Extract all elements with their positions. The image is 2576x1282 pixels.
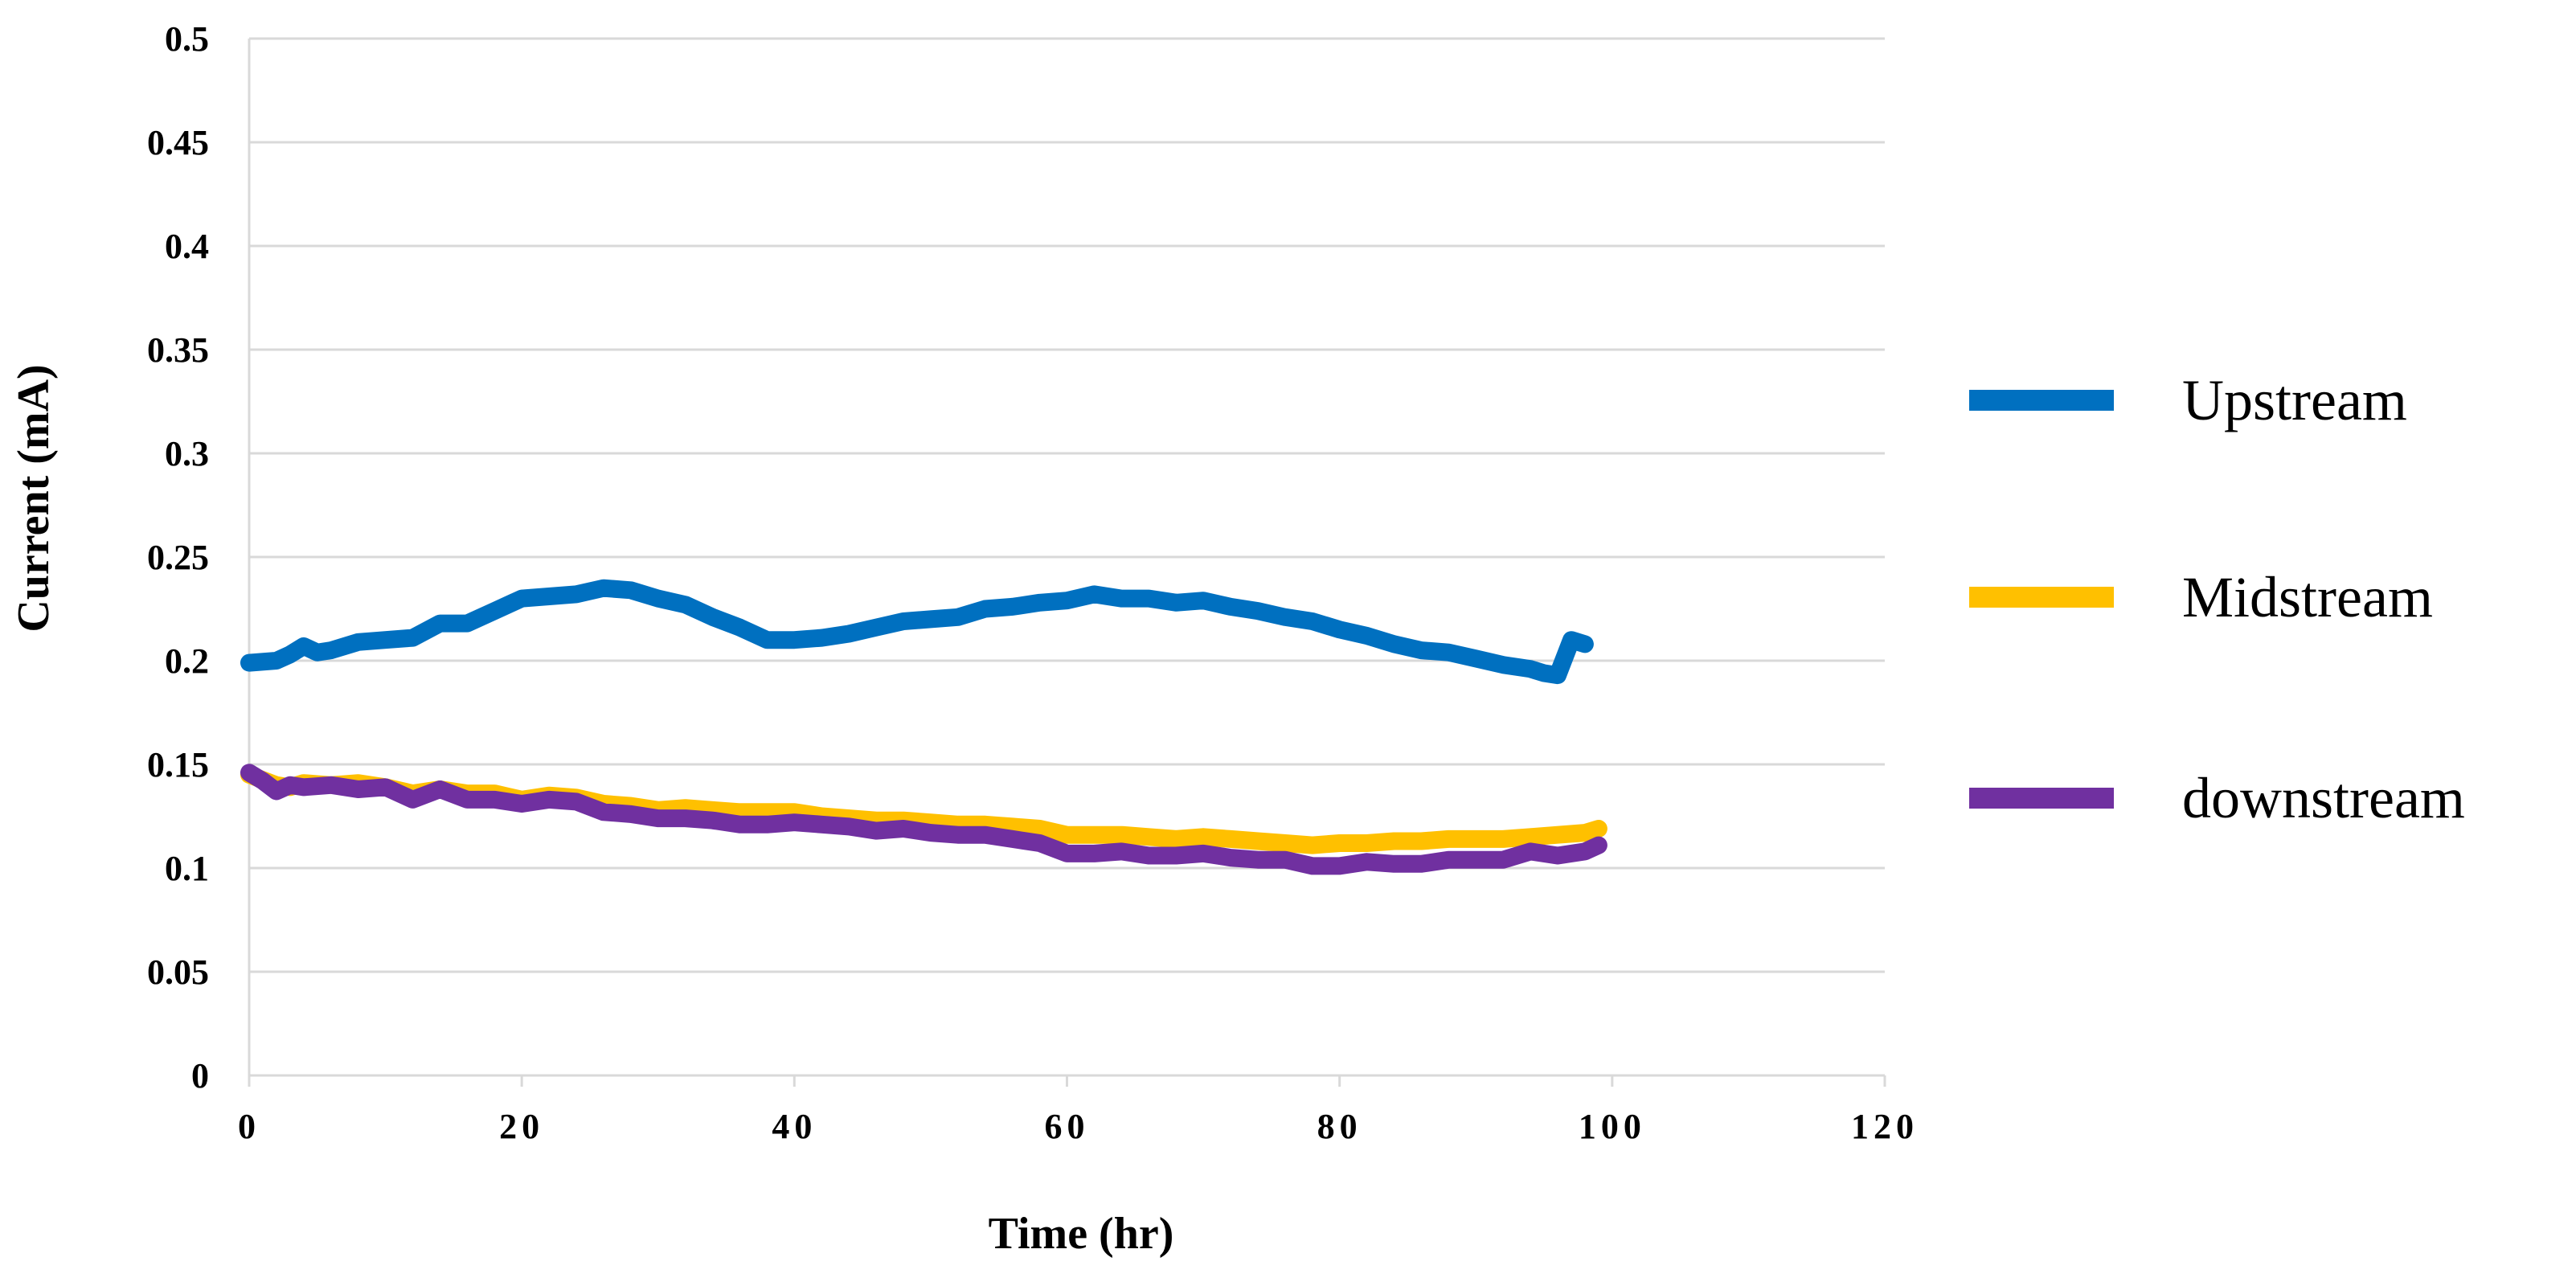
y-tick-label: 0.1 <box>165 849 209 888</box>
y-tick-label: 0.15 <box>147 745 209 784</box>
y-tick-label: 0.25 <box>147 538 209 577</box>
gridlines <box>249 37 1885 973</box>
legend-label-upstream: Upstream <box>2182 368 2407 432</box>
x-tick-label: 40 <box>772 1107 817 1146</box>
x-tick-label: 100 <box>1579 1107 1646 1146</box>
x-tick-label: 0 <box>238 1107 260 1146</box>
x-tick-label: 120 <box>1851 1107 1919 1146</box>
y-axis-title: Current (mA) <box>9 364 59 632</box>
tick-labels: 0 0.05 0.1 0.15 0.2 0.25 0.3 0.35 0.4 0.45 0.5 0 20 4… <box>147 19 1919 1146</box>
x-tick-label: 80 <box>1317 1107 1362 1146</box>
y-tick-label: 0.35 <box>147 330 209 370</box>
y-tick-label: 0.3 <box>165 434 209 473</box>
y-tick-label: 0.4 <box>165 227 209 266</box>
series-line-downstream <box>240 764 1607 875</box>
legend: Upstream Midstream downstream <box>1969 368 2465 830</box>
axes <box>248 39 1886 1087</box>
legend-label-midstream: Midstream <box>2182 565 2433 629</box>
y-tick-label: 0.05 <box>147 952 209 992</box>
y-tick-label: 0.45 <box>147 123 209 162</box>
legend-label-downstream: downstream <box>2182 766 2465 830</box>
y-tick-label: 0 <box>191 1056 209 1096</box>
y-tick-label: 0.5 <box>165 19 209 59</box>
series-line-upstream <box>240 579 1594 685</box>
y-tick-label: 0.2 <box>165 641 209 681</box>
x-tick-label: 20 <box>499 1107 544 1146</box>
x-axis-title: Time (hr) <box>989 1209 1174 1259</box>
series-lines <box>240 579 1607 875</box>
x-tick-label: 60 <box>1045 1107 1090 1146</box>
